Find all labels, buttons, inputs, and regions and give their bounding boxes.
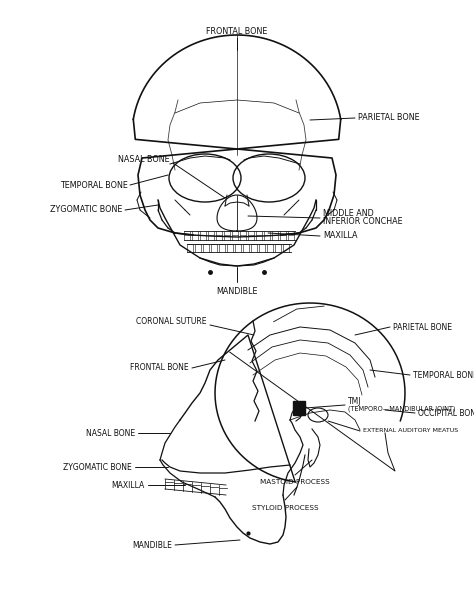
Text: (TEMPORO—MANDIBULAR JOINT): (TEMPORO—MANDIBULAR JOINT) [348,406,456,413]
Text: MANDIBLE: MANDIBLE [132,541,172,549]
Text: INFERIOR CONCHAE: INFERIOR CONCHAE [323,218,402,226]
Text: MAXILLA: MAXILLA [112,481,145,490]
Text: NASAL BONE: NASAL BONE [118,156,170,164]
Text: TMJ: TMJ [348,397,362,406]
Text: STYLOID PROCESS: STYLOID PROCESS [252,505,319,511]
Text: ZYGOMATIC BONE: ZYGOMATIC BONE [63,462,132,471]
Text: MAXILLA: MAXILLA [323,232,357,240]
Text: CORONAL SUTURE: CORONAL SUTURE [137,318,207,327]
Text: EXTERNAL AUDITORY MEATUS: EXTERNAL AUDITORY MEATUS [363,428,458,433]
Text: MIDDLE AND: MIDDLE AND [323,210,374,218]
Bar [293,401,305,415]
Text: MANDIBLE: MANDIBLE [216,287,258,296]
Text: FRONTAL BONE: FRONTAL BONE [130,364,189,373]
Text: TEMPORAL BONE: TEMPORAL BONE [60,180,128,189]
Text: TEMPORAL BONE: TEMPORAL BONE [413,370,474,379]
Text: NASAL BONE: NASAL BONE [86,428,135,438]
Text: PARIETAL BONE: PARIETAL BONE [358,113,419,123]
Text: PARIETAL BONE: PARIETAL BONE [393,322,452,332]
Text: MASTOID PROCESS: MASTOID PROCESS [260,479,330,485]
Text: ZYGOMATIC BONE: ZYGOMATIC BONE [50,205,122,215]
Text: FRONTAL BONE: FRONTAL BONE [206,28,268,37]
Text: OCCIPITAL BONE: OCCIPITAL BONE [418,408,474,417]
